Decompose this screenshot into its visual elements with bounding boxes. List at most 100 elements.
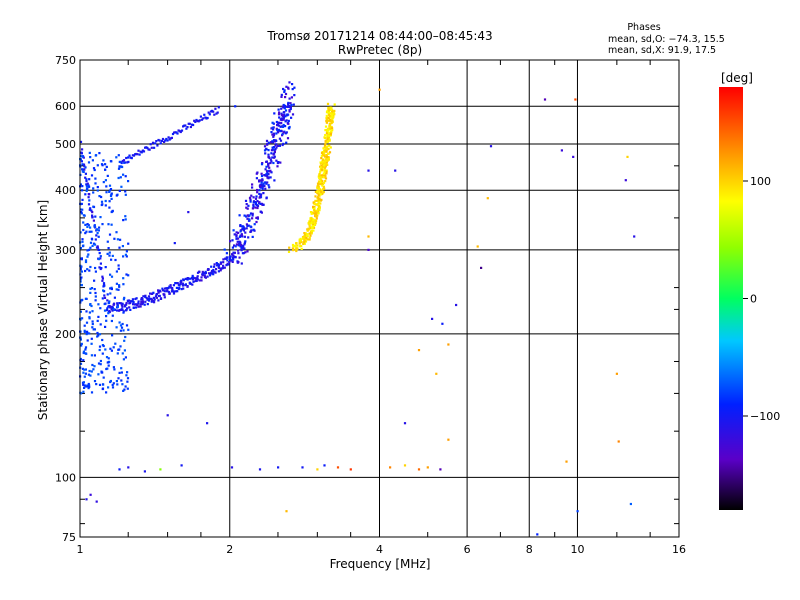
echo-point bbox=[82, 383, 85, 386]
echo-point bbox=[90, 230, 93, 233]
echo-point bbox=[231, 260, 234, 263]
echo-point bbox=[333, 109, 336, 112]
echo-point bbox=[231, 253, 234, 256]
echo-point bbox=[82, 351, 85, 355]
echo-point bbox=[248, 197, 252, 200]
echo-point bbox=[435, 372, 438, 375]
echo-point bbox=[251, 186, 254, 189]
echo-point bbox=[323, 151, 326, 154]
echo-point bbox=[279, 125, 282, 128]
echo-point bbox=[167, 136, 170, 139]
echo-point bbox=[109, 188, 113, 191]
echo-point bbox=[112, 308, 115, 311]
echo-point bbox=[184, 283, 187, 286]
echo-point bbox=[92, 368, 95, 371]
echo-point bbox=[110, 192, 113, 195]
echo-point bbox=[325, 117, 328, 120]
echo-point bbox=[196, 275, 199, 278]
echo-point bbox=[293, 94, 296, 97]
phase-stats-x-mode: mean, sd,X: 91.9, 17.5 bbox=[608, 45, 716, 56]
echo-point bbox=[132, 301, 135, 304]
echo-point bbox=[282, 103, 285, 107]
echo-point bbox=[264, 174, 267, 177]
echo-point bbox=[323, 149, 326, 152]
echo-point bbox=[158, 294, 161, 297]
echo-point bbox=[212, 110, 215, 113]
echo-point bbox=[94, 299, 97, 302]
echo-point bbox=[92, 187, 95, 190]
echo-point bbox=[92, 191, 95, 194]
echo-point bbox=[319, 176, 322, 179]
echo-point bbox=[192, 280, 195, 283]
echo-point bbox=[126, 387, 129, 390]
echo-point bbox=[312, 224, 315, 228]
echo-point bbox=[246, 250, 249, 253]
echo-point bbox=[98, 348, 101, 352]
echo-point bbox=[223, 248, 226, 251]
echo-point bbox=[268, 166, 271, 169]
echo-point bbox=[299, 239, 302, 242]
echo-point bbox=[298, 242, 301, 245]
echo-point bbox=[249, 212, 253, 215]
echo-point bbox=[91, 211, 94, 214]
echo-point bbox=[303, 240, 306, 243]
echo-point bbox=[324, 161, 327, 164]
echo-point bbox=[104, 204, 107, 207]
echo-point bbox=[82, 228, 85, 232]
echo-point bbox=[150, 146, 153, 149]
echo-point bbox=[316, 190, 319, 193]
echo-point bbox=[320, 151, 324, 155]
echo-point bbox=[279, 139, 283, 142]
echo-point bbox=[243, 241, 246, 244]
echo-point bbox=[120, 367, 123, 370]
echo-point bbox=[202, 272, 205, 275]
echo-point bbox=[330, 115, 333, 118]
echo-point bbox=[320, 198, 323, 201]
echo-point bbox=[284, 125, 287, 128]
echo-point bbox=[271, 121, 274, 124]
echo-point bbox=[81, 208, 84, 211]
echo-point bbox=[158, 289, 161, 292]
echo-point bbox=[124, 218, 127, 221]
x-tick-label: 4 bbox=[376, 543, 383, 556]
echo-point bbox=[316, 214, 319, 217]
echo-point bbox=[323, 176, 326, 179]
echo-point bbox=[172, 292, 176, 295]
x-tick-label: 16 bbox=[672, 543, 686, 556]
echo-point bbox=[268, 186, 271, 189]
echo-point bbox=[315, 217, 318, 220]
echo-point bbox=[268, 170, 271, 173]
echo-point bbox=[81, 189, 84, 192]
echo-point bbox=[91, 310, 94, 313]
echo-point bbox=[84, 385, 87, 388]
echo-point bbox=[267, 153, 270, 156]
echo-point bbox=[324, 129, 327, 132]
echo-point bbox=[90, 304, 93, 308]
echo-point bbox=[284, 120, 287, 123]
echo-point bbox=[296, 248, 299, 251]
echo-point bbox=[95, 228, 98, 231]
echo-point bbox=[102, 376, 105, 379]
echo-point bbox=[277, 466, 280, 469]
echo-point bbox=[229, 240, 232, 243]
echo-point bbox=[252, 228, 255, 231]
echo-point bbox=[87, 161, 91, 164]
echo-point bbox=[82, 390, 85, 393]
echo-point bbox=[321, 165, 324, 168]
echo-point bbox=[168, 285, 171, 288]
echo-point bbox=[93, 288, 96, 291]
echo-point bbox=[275, 132, 278, 135]
echo-point bbox=[244, 199, 248, 202]
echo-point bbox=[207, 272, 211, 275]
echo-point bbox=[439, 468, 442, 471]
echo-point bbox=[110, 286, 113, 289]
echo-point bbox=[163, 140, 166, 143]
echo-point bbox=[120, 161, 123, 165]
echo-point bbox=[164, 287, 167, 290]
echo-point bbox=[259, 179, 262, 182]
echo-point bbox=[236, 260, 239, 263]
echo-point bbox=[105, 391, 108, 394]
echo-point bbox=[89, 493, 92, 496]
echo-point bbox=[235, 235, 238, 238]
echo-point bbox=[222, 264, 225, 267]
